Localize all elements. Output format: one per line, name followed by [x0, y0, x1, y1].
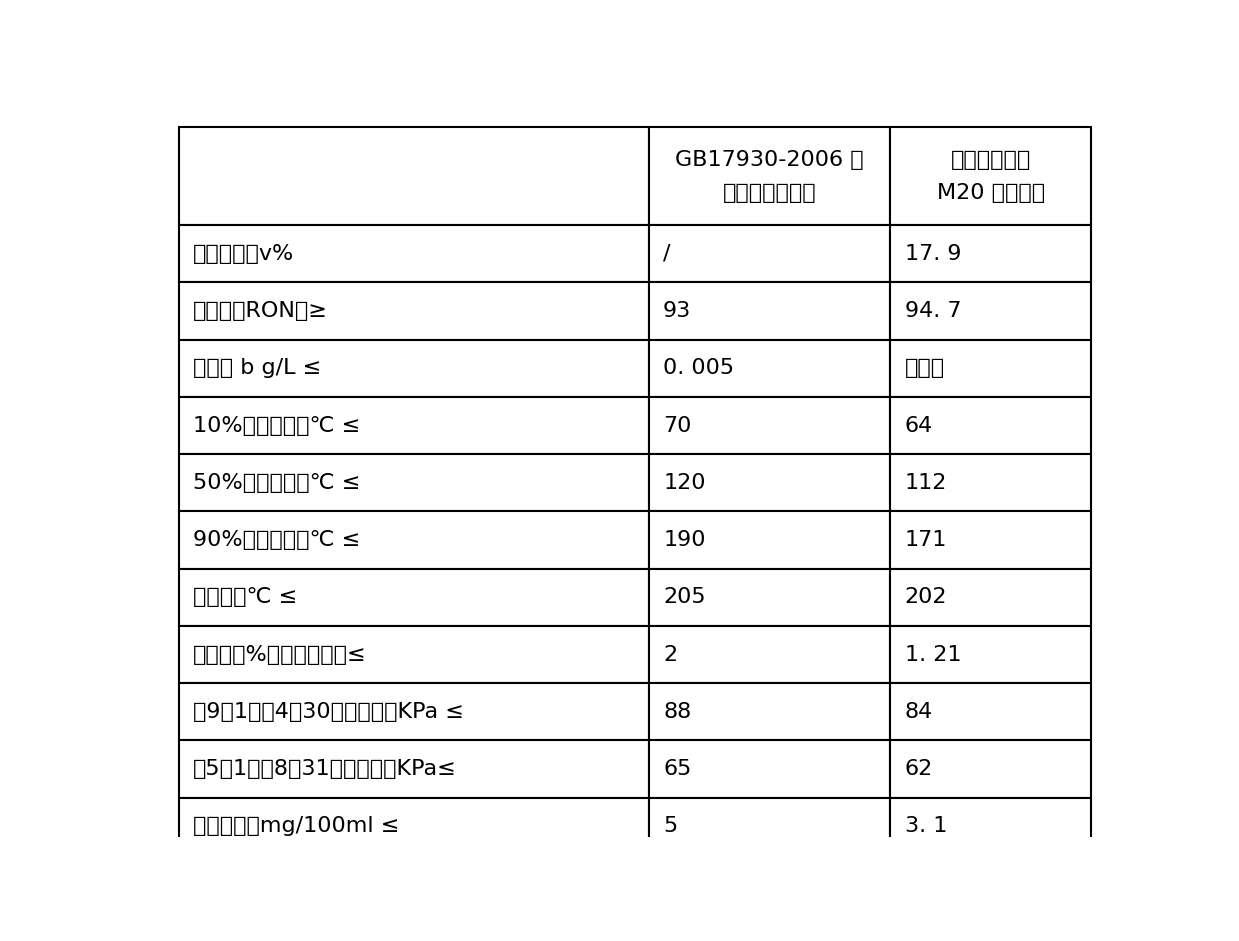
Bar [649, 397, 891, 455]
Text: 从5月1日至8月31日蒸气压，KPa≤: 从5月1日至8月31日蒸气压，KPa≤ [193, 759, 457, 779]
Bar [649, 568, 891, 626]
Text: 202: 202 [904, 587, 948, 607]
Text: 90%蒸发温度，℃ ≤: 90%蒸发温度，℃ ≤ [193, 530, 361, 550]
Text: 3. 1: 3. 1 [904, 816, 947, 837]
Bar [178, 127, 649, 225]
Bar [891, 225, 1092, 282]
Bar [178, 512, 649, 568]
Text: /: / [663, 244, 670, 263]
Bar [649, 127, 891, 225]
Text: 实际胶质，mg/100ml ≤: 实际胶质，mg/100ml ≤ [193, 816, 400, 837]
Bar [891, 512, 1092, 568]
Text: 辛烷值（RON）≥: 辛烷值（RON）≥ [193, 301, 328, 321]
Text: 171: 171 [904, 530, 947, 550]
Bar [891, 741, 1092, 798]
Bar [178, 741, 649, 798]
Bar [891, 397, 1092, 455]
Bar [649, 626, 891, 683]
Text: 62: 62 [904, 759, 933, 779]
Text: 5: 5 [663, 816, 678, 837]
Bar [649, 225, 891, 282]
Bar [649, 340, 891, 397]
Text: 10%蒸发温度，℃ ≤: 10%蒸发温度，℃ ≤ [193, 416, 361, 436]
Text: 65: 65 [663, 759, 691, 779]
Text: 93: 93 [663, 301, 691, 321]
Bar [891, 626, 1092, 683]
Text: 17. 9: 17. 9 [904, 244, 961, 263]
Bar [649, 683, 891, 741]
Bar [649, 282, 891, 340]
Bar [178, 798, 649, 854]
Text: 0. 005: 0. 005 [663, 359, 735, 378]
Text: 甲醇含量，v%: 甲醇含量，v% [193, 244, 295, 263]
Text: 未检出: 未检出 [904, 359, 945, 378]
Text: 1. 21: 1. 21 [904, 645, 961, 664]
Bar [649, 512, 891, 568]
Bar [178, 626, 649, 683]
Text: 205: 205 [663, 587, 706, 607]
Bar [649, 455, 891, 512]
Bar [649, 741, 891, 798]
Text: GB17930-2006 车
用甲醇汽油标准: GB17930-2006 车 用甲醇汽油标准 [675, 150, 864, 202]
Text: 残留量，%（体积分数）≤: 残留量，%（体积分数）≤ [193, 645, 367, 664]
Text: 112: 112 [904, 472, 947, 493]
Text: 2: 2 [663, 645, 678, 664]
Bar [891, 340, 1092, 397]
Bar [178, 282, 649, 340]
Text: 64: 64 [904, 416, 933, 436]
Text: 94. 7: 94. 7 [904, 301, 961, 321]
Bar [178, 455, 649, 512]
Text: 从9月1日至4月30日蒸气压，KPa ≤: 从9月1日至4月30日蒸气压，KPa ≤ [193, 702, 465, 722]
Bar [891, 127, 1092, 225]
Text: 70: 70 [663, 416, 691, 436]
Bar [178, 397, 649, 455]
Text: 120: 120 [663, 472, 705, 493]
Bar [178, 340, 649, 397]
Text: 190: 190 [663, 530, 705, 550]
Bar [891, 455, 1092, 512]
Bar [891, 282, 1092, 340]
Bar [891, 683, 1092, 741]
Bar [891, 568, 1092, 626]
Bar [649, 798, 891, 854]
Bar [178, 568, 649, 626]
Bar [178, 225, 649, 282]
Bar [891, 798, 1092, 854]
Text: 终馏点，℃ ≤: 终馏点，℃ ≤ [193, 587, 297, 607]
Text: 88: 88 [663, 702, 691, 722]
Text: 84: 84 [904, 702, 933, 722]
Text: 铅含量 b g/L ≤: 铅含量 b g/L ≤ [193, 359, 322, 378]
Bar [178, 683, 649, 741]
Text: 50%蒸发温度，℃ ≤: 50%蒸发温度，℃ ≤ [193, 472, 361, 493]
Text: 本实施例所述
M20 甲醇汽油: 本实施例所述 M20 甲醇汽油 [937, 150, 1044, 202]
